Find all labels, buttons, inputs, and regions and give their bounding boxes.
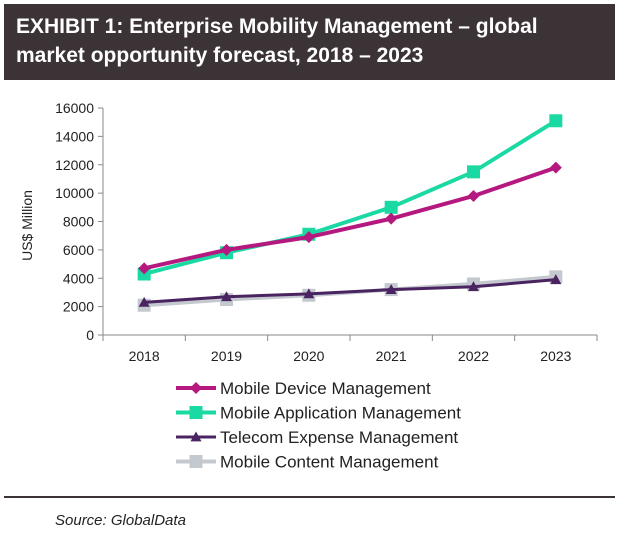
legend-item: Mobile Application Management [176, 404, 461, 423]
y-tick-label: 16000 [55, 100, 94, 116]
series-line [144, 278, 556, 304]
y-axis-label: US$ Million [19, 190, 35, 261]
data-point [303, 288, 315, 299]
x-tick-label: 2023 [540, 348, 571, 364]
legend-item: Telecom Expense Management [176, 428, 458, 447]
legend-swatch-marker [189, 406, 203, 419]
y-tick-label: 2000 [63, 299, 94, 315]
y-tick-label: 0 [86, 327, 94, 343]
series-mobile-device-management [138, 161, 562, 275]
legend-label: Mobile Application Management [220, 404, 461, 423]
legend: Mobile Device Management Mobile Applicati… [176, 379, 461, 472]
x-tick-label: 2021 [376, 348, 407, 364]
y-tick-label: 8000 [63, 214, 94, 230]
title-banner: EXHIBIT 1: Enterprise Mobility Managemen… [4, 4, 615, 80]
data-point [467, 165, 480, 179]
chart-title: EXHIBIT 1: Enterprise Mobility Managemen… [16, 15, 538, 67]
source-note: Source: GlobalData [55, 512, 186, 529]
series-line [143, 119, 557, 276]
data-point [549, 114, 563, 128]
legend-item: Mobile Device Management [176, 379, 431, 398]
data-point [549, 161, 562, 174]
data-point [384, 200, 398, 214]
legend-label: Mobile Content Management [220, 453, 439, 472]
y-tick-label: 12000 [55, 157, 94, 173]
y-tick-label: 10000 [55, 185, 94, 201]
legend-swatch-marker [190, 431, 202, 442]
y-tick-label: 6000 [63, 242, 94, 258]
series-telecom-expense-management [138, 274, 562, 307]
data-point [550, 274, 562, 285]
data-point [138, 262, 151, 275]
series-layer [137, 114, 563, 312]
legend-label: Mobile Device Management [220, 379, 431, 398]
axes: 0 2000 4000 6000 8000 10000 12000 14000 16000 201… [55, 100, 598, 364]
legend-label: Telecom Expense Management [220, 428, 458, 447]
data-point [221, 291, 232, 302]
series-line [143, 165, 557, 271]
line-chart: 0 2000 4000 6000 8000 10000 12000 14000 16000 201… [19, 100, 598, 472]
data-point [385, 284, 397, 294]
y-tick-label: 14000 [55, 128, 94, 144]
legend-item: Mobile Content Management [176, 453, 439, 472]
y-tick-label: 4000 [63, 270, 94, 286]
data-point [138, 296, 150, 307]
data-point [468, 281, 479, 292]
x-tick-label: 2020 [293, 348, 324, 364]
data-point [302, 231, 315, 244]
x-tick-label: 2018 [129, 348, 160, 364]
legend-swatch-marker [190, 382, 202, 394]
x-tick-label: 2019 [211, 348, 242, 364]
data-point [220, 243, 233, 256]
x-tick-label: 2022 [458, 348, 489, 364]
chart-frame [4, 80, 615, 498]
data-point [467, 189, 480, 202]
legend-swatch-marker [189, 455, 203, 468]
data-point [385, 212, 398, 225]
